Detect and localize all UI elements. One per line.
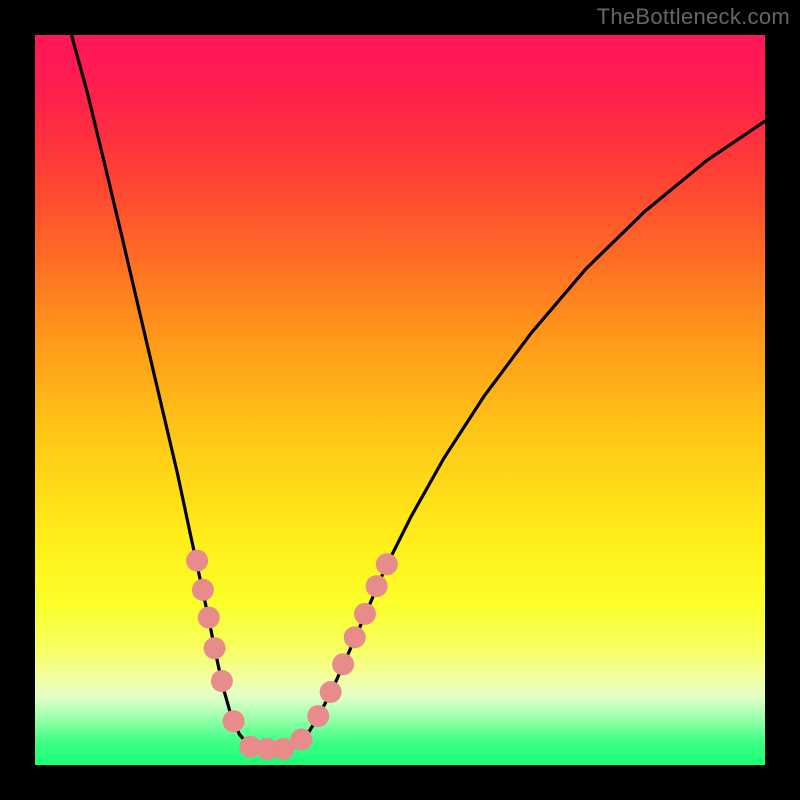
data-marker <box>320 681 342 703</box>
watermark-text: TheBottleneck.com <box>597 4 790 30</box>
data-marker <box>198 607 220 629</box>
data-marker <box>354 603 376 625</box>
chart-container: TheBottleneck.com <box>0 0 800 800</box>
data-marker <box>332 653 354 675</box>
data-marker <box>344 626 366 648</box>
data-marker <box>307 705 329 727</box>
data-marker <box>366 575 388 597</box>
bottleneck-chart <box>0 0 800 800</box>
data-marker <box>223 710 245 732</box>
data-marker <box>186 550 208 572</box>
data-marker <box>204 637 226 659</box>
data-marker <box>211 670 233 692</box>
data-marker <box>290 728 312 750</box>
data-marker <box>192 579 214 601</box>
data-marker <box>376 553 398 575</box>
